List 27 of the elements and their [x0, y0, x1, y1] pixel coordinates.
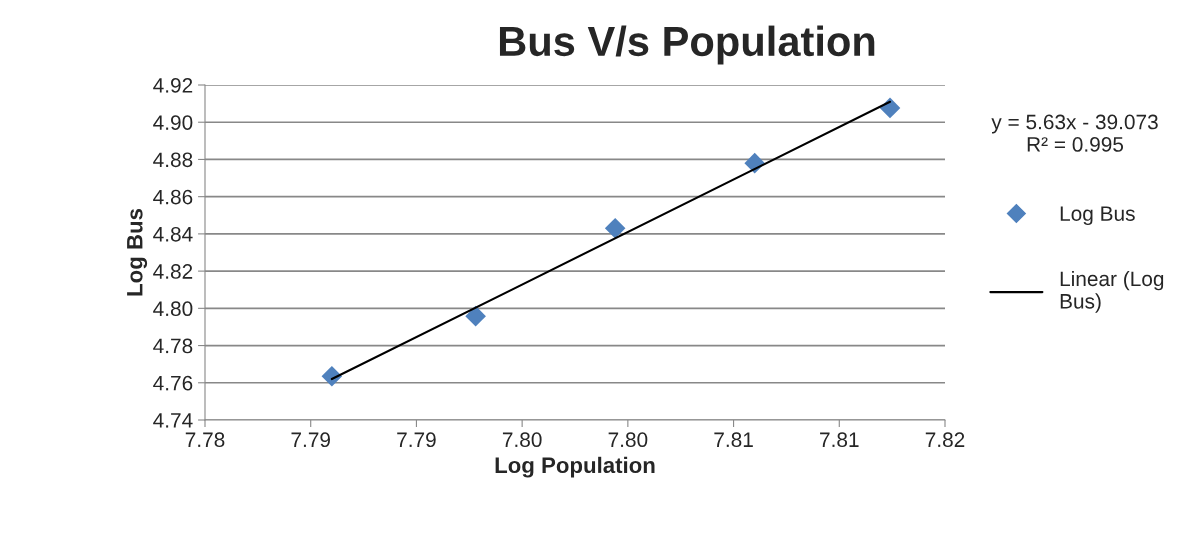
- y-tick-label: 4.92: [153, 78, 193, 93]
- x-axis-title: Log Population: [495, 456, 655, 478]
- y-tick-label: 4.88: [153, 152, 193, 168]
- x-tick-label: 7.81: [820, 432, 859, 448]
- x-tick-label: 7.78: [185, 432, 225, 448]
- y-tick-label: 4.84: [153, 226, 193, 242]
- y-tick-label: 4.82: [153, 264, 193, 279]
- x-tick-label: 7.82: [925, 432, 965, 448]
- y-tick-label: 4.76: [153, 375, 193, 391]
- x-tick-label: 7.79: [291, 432, 330, 448]
- x-tick-label: 7.80: [502, 432, 542, 448]
- y-axis-title: Log Bus: [127, 208, 148, 296]
- y-tick-label: 4.90: [153, 115, 193, 130]
- chart-title: Bus V/s Population: [499, 25, 875, 65]
- legend-label: Log Bus: [1060, 206, 1135, 226]
- point: [604, 218, 626, 239]
- y-tick-label: 4.74: [153, 413, 193, 428]
- text: y = 5.63x - 39.073 R² = 0.995: [991, 114, 1158, 152]
- x-tick-label: 7.79: [397, 432, 436, 448]
- point: [321, 365, 343, 387]
- point: [465, 305, 486, 327]
- y-tick-label: 4.78: [153, 338, 193, 354]
- x-tick-label: 7.81: [714, 432, 753, 448]
- legend-label: Linear (Log Bus): [1060, 270, 1164, 313]
- y-tick-label: 4.86: [153, 189, 193, 205]
- y-tick-label: 4.80: [153, 301, 193, 317]
- x-tick-label: 7.80: [608, 432, 648, 448]
